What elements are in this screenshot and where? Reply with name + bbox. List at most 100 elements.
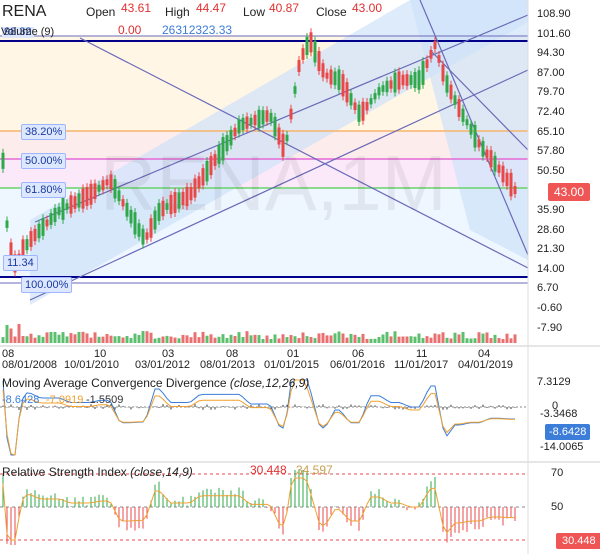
- volume-bar: [81, 331, 85, 343]
- low-price-label: 11.34: [3, 255, 38, 271]
- volume-bar: [421, 338, 425, 343]
- rsi-axis-50: 50: [551, 501, 564, 513]
- volume-bar: [225, 338, 229, 343]
- candle-body: [425, 59, 429, 69]
- candle-body: [349, 93, 353, 106]
- candle-body: [1, 152, 5, 169]
- time-axis-year: 03: [162, 348, 175, 360]
- volume-bar: [357, 337, 361, 343]
- time-axis-date: 10/01/2010: [64, 359, 120, 371]
- high-label: High: [165, 5, 190, 19]
- price-axis-label: 28.60: [537, 223, 565, 236]
- volume-bar: [1, 337, 5, 343]
- candle-body: [449, 84, 453, 100]
- volume-bar: [53, 331, 57, 343]
- price-axis-label: -7.90: [537, 321, 563, 334]
- candle-body: [461, 108, 465, 122]
- up-channel-upper: [34, 14, 529, 223]
- candle-body: [445, 75, 449, 93]
- volume-bar: [205, 335, 209, 343]
- fib-label-618: 61.80%: [21, 182, 67, 198]
- volume-bar: [413, 336, 417, 343]
- candle-body: [493, 155, 497, 172]
- volume-bar: [381, 334, 385, 343]
- volume-bar: [425, 336, 429, 343]
- candle-body: [45, 219, 49, 227]
- time-axis-year: 04: [478, 348, 491, 360]
- candle-body: [413, 71, 417, 89]
- candle-body: [165, 203, 169, 210]
- volume-bar: [301, 332, 305, 343]
- volume-prefix: 98.32: [2, 26, 34, 38]
- volume-bar: [217, 336, 221, 343]
- volume-bar: [401, 336, 405, 343]
- volume-bar: [229, 334, 233, 343]
- volume-bar: [281, 334, 285, 343]
- price-axis-label: 65.10: [537, 125, 565, 138]
- candle-body: [49, 213, 53, 225]
- rsi-current-box: 30.448: [556, 533, 600, 549]
- fib-label-382: 38.20%: [21, 124, 67, 140]
- fib-label-100: 100.00%: [21, 277, 73, 293]
- candle-body: [129, 209, 133, 224]
- price-axis-label: 50.50: [537, 164, 565, 177]
- volume-bar: [17, 323, 21, 343]
- down-channel-lower: [429, 49, 529, 151]
- volume-bar: [341, 333, 345, 343]
- volume-bar: [457, 334, 461, 343]
- candle-body: [277, 127, 281, 145]
- candle-body: [429, 49, 433, 59]
- volume-bar: [145, 331, 149, 343]
- volume-bar: [481, 333, 485, 343]
- price-axis-label: 101.60: [537, 27, 571, 40]
- open-label: Open: [86, 5, 116, 19]
- candle-body: [297, 60, 301, 72]
- price-axis-label: 94.30: [537, 47, 565, 60]
- volume-bar: [173, 337, 177, 343]
- volume-bar: [473, 338, 477, 343]
- candle-body: [473, 124, 477, 148]
- rsi-value: 30.448: [250, 463, 287, 477]
- volume-bar: [149, 332, 153, 343]
- volume-bar: [417, 333, 421, 343]
- candle-body: [225, 135, 229, 152]
- candle-body: [109, 174, 113, 190]
- candle-body: [401, 74, 405, 86]
- candle-body: [145, 232, 149, 240]
- candle-body: [397, 71, 401, 90]
- volume-bar: [233, 335, 237, 343]
- open-value: 43.61: [121, 1, 152, 15]
- volume-bar: [29, 333, 33, 343]
- volume-bar: [489, 338, 493, 343]
- volume-bar: [49, 331, 53, 343]
- volume-bar: [497, 338, 501, 343]
- volume-bar: [177, 338, 181, 343]
- candle-body: [365, 102, 369, 111]
- volume-bar: [165, 335, 169, 343]
- candle-body: [213, 154, 217, 166]
- time-axis-date: 11/01/2017: [394, 359, 449, 371]
- price-axis-label: 6.70: [537, 282, 559, 295]
- candle-body: [137, 223, 141, 237]
- volume-bar: [365, 338, 369, 343]
- volume-bar: [73, 334, 77, 343]
- candle-body: [489, 150, 493, 168]
- candle-body: [361, 101, 365, 121]
- volume-bar: [293, 336, 297, 343]
- time-axis-year: 08: [226, 348, 239, 360]
- close-label: Close: [316, 5, 347, 19]
- candle-body: [9, 242, 13, 263]
- candle-body: [181, 191, 185, 206]
- volume-bar: [61, 332, 65, 343]
- price-axis-label: -0.60: [537, 302, 563, 314]
- rsi-axis-70: 70: [551, 467, 564, 479]
- volume-bar: [13, 336, 17, 343]
- volume-bar: [45, 332, 49, 343]
- volume-bar: [449, 338, 453, 343]
- macd-value: -8.6428: [2, 394, 40, 406]
- volume-bar: [349, 333, 353, 343]
- candle-body: [309, 32, 313, 53]
- volume-bar: [297, 338, 301, 343]
- candle-body: [5, 220, 9, 228]
